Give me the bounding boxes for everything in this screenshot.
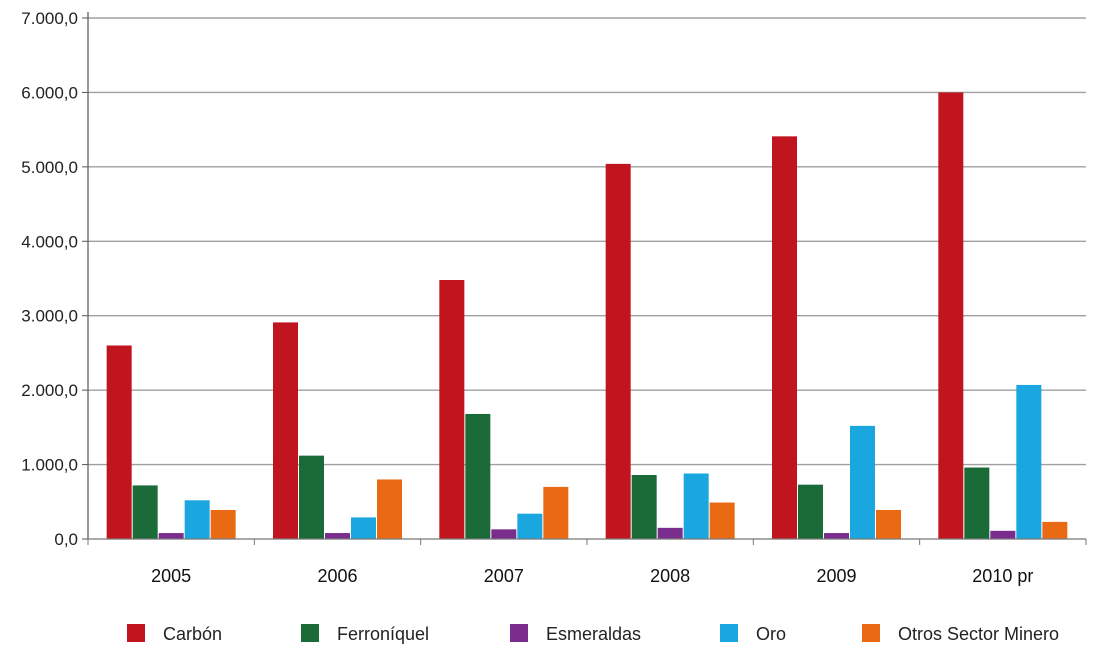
bar xyxy=(299,455,324,539)
x-axis-ticks: 2005 2006 2007 2008 2009 2010 pr xyxy=(151,566,1033,586)
y-axis-ticks: 0,0 1.000,0 2.000,0 3.000,0 4.000,0 5.000,0 6.… xyxy=(21,9,88,549)
y-tick-label: 1.000,0 xyxy=(21,456,78,475)
bar xyxy=(657,527,683,539)
legend-swatch xyxy=(862,624,880,642)
bar xyxy=(517,513,543,539)
bar xyxy=(439,279,465,539)
bar xyxy=(709,502,735,539)
x-tick-label: 2009 xyxy=(816,566,856,586)
bar xyxy=(798,484,823,539)
x-tick-label: 2008 xyxy=(650,566,690,586)
legend-swatch xyxy=(127,624,145,642)
y-tick-label: 0,0 xyxy=(54,530,78,549)
legend-swatch xyxy=(720,624,738,642)
bar xyxy=(325,533,350,539)
legend-item: Otros Sector Minero xyxy=(862,624,1059,644)
bar xyxy=(377,479,402,539)
bar xyxy=(543,486,569,539)
x-tick-label: 2010 pr xyxy=(972,566,1033,586)
y-tick-label: 2.000,0 xyxy=(21,381,78,400)
bar xyxy=(106,345,132,539)
bar xyxy=(491,529,517,539)
y-tick-label: 6.000,0 xyxy=(21,83,78,102)
legend-swatch xyxy=(301,624,319,642)
bars xyxy=(106,92,1068,539)
grid-lines xyxy=(88,17,1086,466)
legend-item: Esmeraldas xyxy=(510,624,641,644)
y-tick-label: 3.000,0 xyxy=(21,307,78,326)
legend: Carbón Ferroníquel Esmeraldas Oro Otros Sect… xyxy=(127,624,1059,644)
bar xyxy=(1042,521,1068,539)
legend-swatch xyxy=(510,624,528,642)
legend-label: Otros Sector Minero xyxy=(898,624,1059,644)
axes xyxy=(87,12,1087,545)
bar xyxy=(824,533,849,539)
x-tick-label: 2005 xyxy=(151,566,191,586)
legend-item: Oro xyxy=(720,624,786,644)
bar xyxy=(465,413,491,539)
bar xyxy=(158,533,184,539)
bar xyxy=(605,163,631,539)
bar xyxy=(876,509,901,539)
legend-label: Ferroníquel xyxy=(337,624,429,644)
y-tick-label: 4.000,0 xyxy=(21,232,78,251)
legend-label: Esmeraldas xyxy=(546,624,641,644)
bar xyxy=(351,517,376,539)
bar xyxy=(631,474,657,539)
y-tick-label: 7.000,0 xyxy=(21,9,78,28)
bar xyxy=(990,530,1016,539)
bar xyxy=(1016,384,1042,539)
bar xyxy=(850,425,875,539)
x-tick-label: 2007 xyxy=(484,566,524,586)
y-tick-label: 5.000,0 xyxy=(21,158,78,177)
x-tick-label: 2006 xyxy=(317,566,357,586)
bar xyxy=(938,92,964,539)
legend-label: Carbón xyxy=(163,624,222,644)
bar xyxy=(772,136,797,539)
bar xyxy=(132,485,158,539)
bar xyxy=(683,473,709,539)
bar xyxy=(964,467,990,539)
bar xyxy=(184,500,210,539)
bar xyxy=(210,509,236,539)
bar xyxy=(273,322,298,539)
legend-label: Oro xyxy=(756,624,786,644)
legend-item: Ferroníquel xyxy=(301,624,429,644)
legend-item: Carbón xyxy=(127,624,222,644)
